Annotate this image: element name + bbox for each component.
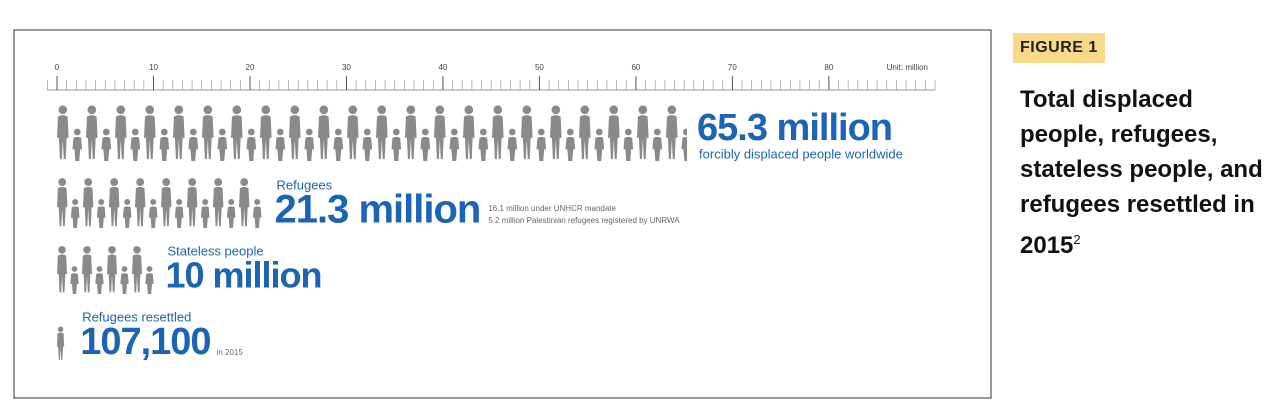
title-text: Total displaced people, refugees, statel… (1020, 86, 1263, 259)
value-label: 65.3 million (697, 107, 892, 149)
value-label: 10 million (165, 255, 321, 296)
frame (13, 29, 992, 399)
x-tick-label: 20 (246, 63, 255, 72)
unit-label: Unit: million (887, 63, 928, 72)
x-tick-label: 40 (438, 63, 447, 72)
category-label: Stateless people (167, 243, 263, 258)
figure-label: FIGURE 1 (1013, 33, 1105, 63)
value-label: 21.3 million (275, 188, 481, 232)
note: forcibly displaced people worldwide (699, 146, 903, 161)
x-tick-label: 80 (824, 63, 833, 72)
body (57, 332, 65, 360)
note: 16.1 million under UNHCR mandate (488, 204, 616, 213)
category-label: Refugees (277, 177, 333, 192)
category-label: Refugees resettled (82, 309, 191, 324)
value-label: 107,100 (80, 321, 210, 363)
x-tick-label: 50 (535, 63, 544, 72)
x-tick-label: 0 (55, 63, 60, 72)
people-bar (57, 103, 688, 161)
chart: 0 10 20 30 40 50 60 70 80 Unit: million 65.3 milli… (13, 29, 992, 399)
head (57, 326, 64, 332)
people-bar (57, 176, 263, 228)
title-note: 2 (1073, 232, 1081, 247)
x-tick-label: 60 (631, 63, 640, 72)
note: in 2015 (217, 348, 244, 357)
person-icon (57, 326, 65, 360)
x-tick-label: 10 (149, 63, 158, 72)
x-tick-label: 30 (342, 63, 351, 72)
people-bar (57, 244, 154, 294)
note: 5.2 million Palestinian refugees registe… (488, 216, 680, 225)
x-tick-label: 70 (728, 63, 737, 72)
figure-title: Total displaced people, refugees, statel… (1020, 82, 1265, 263)
